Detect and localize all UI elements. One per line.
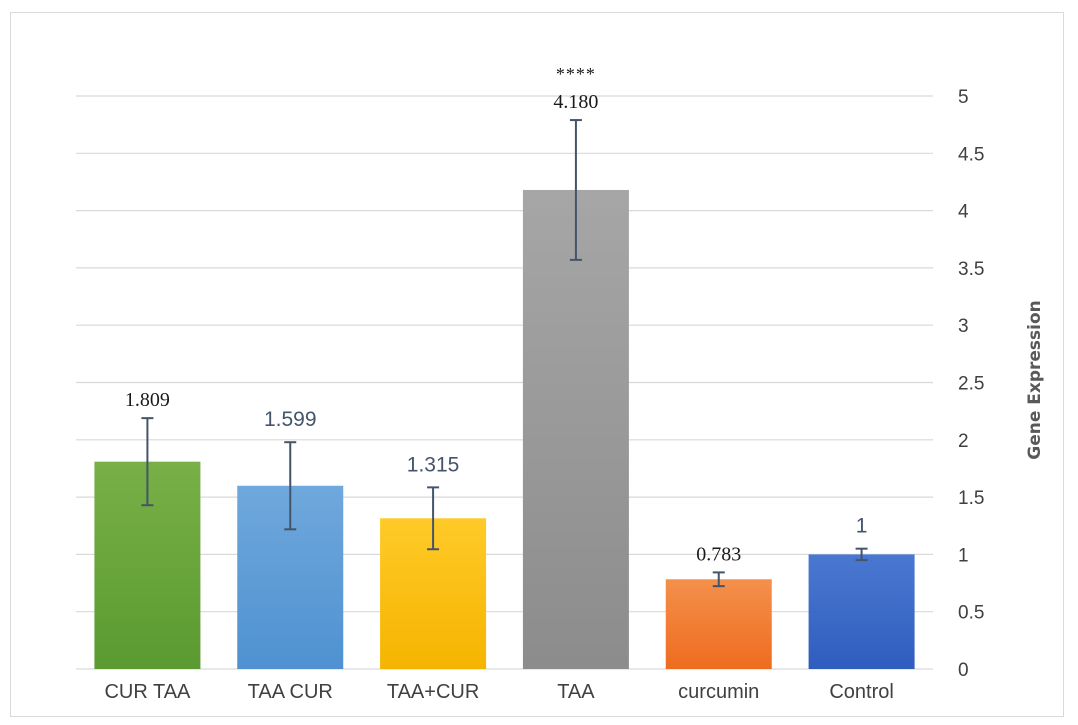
y-tick-label: 5 [958,87,969,108]
data-label: 1.809 [125,389,170,411]
y-axis-ticks: 0 0.5 1 1.5 2 2.5 3 3.5 4 4.5 5 [958,87,984,681]
error-bars [141,119,868,588]
bar [522,189,629,670]
y-tick-label: 0.5 [958,603,984,624]
bars [94,189,915,670]
gridlines [76,95,933,670]
x-category-label: Control [829,681,893,703]
y-tick-label: 2.5 [958,374,984,395]
y-tick-label: 2 [958,431,969,452]
data-label: 1.599 [264,408,317,431]
y-tick-label: 1 [958,545,969,566]
significance-label: **** [556,64,596,84]
chart-frame: 1.809 1.599 1.315 4.180 **** 0.783 1 0 0.5 1 1.5 2… [10,12,1064,717]
x-category-label: TAA CUR [248,681,333,703]
bar [665,579,772,669]
y-tick-label: 4.5 [958,144,984,165]
bar [808,554,915,669]
y-tick-label: 1.5 [958,488,984,509]
data-label: 0.783 [696,543,741,565]
data-labels: 1.809 1.599 1.315 4.180 **** 0.783 1 [125,64,868,565]
x-category-label: TAA [557,681,595,703]
y-tick-label: 3.5 [958,259,984,280]
data-label: 1.315 [407,453,460,476]
y-tick-label: 0 [958,660,969,681]
bar-chart: 1.809 1.599 1.315 4.180 **** 0.783 1 0 0.5 1 1.5 2… [76,64,1045,703]
x-category-label: CUR TAA [104,681,191,703]
y-tick-label: 3 [958,316,969,337]
y-tick-label: 4 [958,202,969,223]
x-axis-categories: CUR TAA TAA CUR TAA+CUR TAA curcumin Control [104,681,893,703]
data-label: 4.180 [553,91,598,113]
y-axis-title: Gene Expression [1025,300,1045,460]
data-label: 1 [856,515,868,538]
x-category-label: TAA+CUR [387,681,479,703]
x-category-label: curcumin [678,681,759,703]
